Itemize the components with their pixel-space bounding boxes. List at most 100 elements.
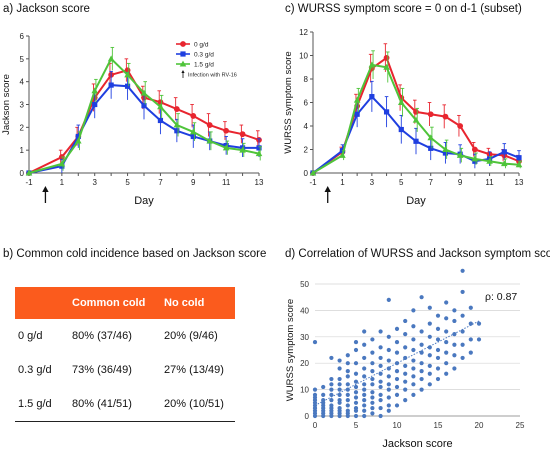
scatter-point: [370, 361, 375, 366]
scatter-point: [386, 387, 391, 392]
chart-a-x-tick-label: 1: [60, 178, 65, 187]
table-row: 0 g/d 80% (37/46) 20% (9/46): [15, 319, 235, 353]
scatter-point: [394, 384, 400, 390]
scatter-point: [329, 403, 334, 408]
chart-c-series-triangle-point: [309, 169, 317, 176]
chart-a-series-triangle-point: [255, 150, 263, 157]
chart-a-series-triangle-point: [25, 169, 33, 176]
chart-d-y-tick-label: 0: [305, 412, 310, 421]
scatter-point: [312, 387, 318, 392]
scatter-point: [353, 384, 359, 390]
scatter-point: [444, 339, 449, 345]
scatter-point: [468, 321, 473, 326]
scatter-point: [345, 374, 350, 379]
scatter-point: [460, 355, 465, 361]
scatter-point: [337, 376, 342, 382]
chart-a-y-tick-label: 3: [20, 101, 25, 110]
scatter-point: [362, 366, 367, 371]
legend-arrowhead: [181, 70, 185, 73]
chart-c-y-tick-label: 2: [304, 146, 309, 155]
table-cell-no-cold: 27% (13/49): [164, 364, 224, 376]
chart-c-x-tick-label: 9: [458, 178, 463, 187]
scatter-point: [345, 387, 350, 392]
scatter-point: [362, 387, 367, 392]
chart-c-y-tick-label: 8: [304, 75, 309, 84]
legend-annotation: Infection with RV-16: [188, 73, 237, 79]
scatter-point: [386, 374, 391, 379]
chart-c-infection-arrowhead: [324, 186, 331, 192]
scatter-point: [394, 403, 400, 408]
chart-c-series-triangle-point: [471, 155, 479, 162]
chart-c-series-square-point: [369, 94, 375, 100]
scatter-point: [411, 382, 416, 387]
scatter-point: [386, 297, 391, 302]
scatter-point: [378, 392, 383, 397]
scatter-point: [337, 358, 342, 363]
scatter-point: [419, 387, 424, 392]
scatter-point: [419, 329, 424, 334]
chart-a-x-tick-label: 5: [125, 178, 130, 187]
scatter-point: [312, 392, 318, 397]
table-row: 1.5 g/d 80% (41/51) 20% (10/51): [15, 387, 235, 422]
scatter-point: [329, 387, 334, 392]
scatter-point: [337, 387, 342, 392]
scatter-point: [468, 305, 473, 310]
chart-a-series-square-point: [190, 133, 196, 140]
scatter-point: [452, 308, 457, 313]
scatter-point: [460, 313, 465, 318]
scatter-point: [386, 408, 391, 413]
scatter-point: [386, 395, 391, 400]
scatter-point: [370, 411, 375, 416]
chart-a-y-tick-label: 2: [20, 123, 25, 132]
table-cell-no-cold: 20% (10/51): [164, 387, 235, 422]
scatter-point: [370, 369, 375, 374]
chart-a-series-triangle-point: [206, 137, 214, 144]
chart-d-x-tick-label: 10: [393, 421, 402, 430]
table-cell-common-cold: 80% (37/46): [72, 330, 132, 342]
scatter-point: [394, 350, 400, 355]
scatter-point: [427, 321, 432, 326]
chart-c-x-tick-label: 3: [370, 178, 375, 187]
chart-c-series-triangle-point: [339, 151, 346, 158]
scatter-point: [337, 405, 342, 411]
scatter-point: [419, 342, 424, 347]
scatter-point: [427, 371, 432, 376]
chart-c-series-square-point: [442, 150, 449, 156]
chart-c-y-axis-title: WURSS symptom score: [283, 51, 294, 153]
table-header-row: Common cold No cold: [15, 287, 235, 319]
cold-incidence-table: Common cold No cold 0 g/d 80% (37/46) 20…: [15, 287, 235, 422]
chart-a-infection-arrowhead: [42, 186, 49, 192]
scatter-point: [345, 353, 350, 358]
chart-d-y-tick-label: 50: [300, 280, 309, 289]
scatter-point: [419, 376, 424, 382]
chart-d-x-tick-label: 20: [475, 421, 484, 430]
scatter-point: [403, 379, 408, 384]
chart-a-series-circle-point: [239, 131, 246, 138]
chart-a-series-triangle-point: [222, 144, 230, 151]
scatter-point: [386, 334, 391, 339]
scatter-point: [403, 332, 408, 337]
chart-d-x-axis-title: Jackson score: [382, 438, 452, 450]
scatter-point: [353, 339, 359, 345]
chart-c-x-tick-label: 5: [399, 178, 404, 187]
scatter-point: [386, 358, 391, 363]
chart-a-series-triangle-point: [173, 121, 181, 128]
scatter-point: [345, 403, 350, 408]
chart-a-series-square-point: [124, 83, 131, 89]
chart-a-x-axis-title: Day: [134, 195, 154, 207]
scatter-point: [403, 345, 408, 350]
chart-c-series-square-point: [398, 126, 404, 133]
scatter-point: [378, 413, 383, 419]
chart-a-x-tick-label: 3: [92, 178, 97, 187]
scatter-point: [427, 363, 432, 368]
chart-c-x-tick-label: 11: [485, 178, 494, 187]
scatter-point: [370, 405, 375, 411]
chart-d-x-tick-label: 25: [516, 421, 525, 430]
chart-d-y-tick-label: 10: [300, 386, 309, 395]
legend-marker-triangle: [179, 60, 187, 67]
chart-a-series-triangle-point: [124, 71, 131, 78]
chart-c-series-triangle-point: [456, 151, 464, 158]
scatter-point: [444, 350, 449, 355]
scatter-point: [444, 316, 449, 321]
scatter-point: [353, 390, 359, 395]
